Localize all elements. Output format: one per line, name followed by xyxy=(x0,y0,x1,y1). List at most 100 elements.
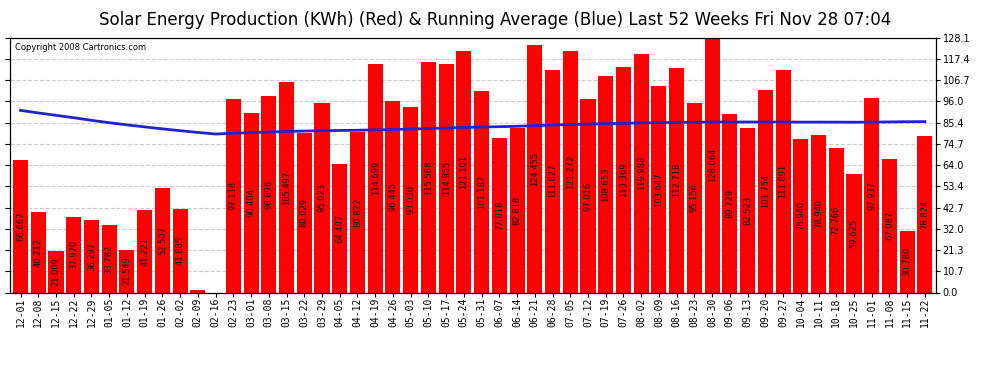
Text: 115.568: 115.568 xyxy=(424,160,433,195)
Bar xyxy=(244,112,258,292)
Bar xyxy=(882,159,897,292)
Text: 96.445: 96.445 xyxy=(388,182,397,211)
Bar xyxy=(279,82,294,292)
Bar xyxy=(580,99,596,292)
Bar xyxy=(687,103,702,292)
Text: 111.891: 111.891 xyxy=(778,164,788,198)
Text: 114.699: 114.699 xyxy=(370,161,380,195)
Text: 103.647: 103.647 xyxy=(654,172,663,207)
Bar xyxy=(528,45,543,292)
Text: 52.507: 52.507 xyxy=(157,226,167,255)
Text: 78.824: 78.824 xyxy=(921,200,930,229)
Bar xyxy=(367,64,383,292)
Text: 41.885: 41.885 xyxy=(175,236,184,266)
Bar xyxy=(31,213,46,292)
Text: 21.009: 21.009 xyxy=(51,257,60,286)
Bar xyxy=(297,133,312,292)
Bar xyxy=(261,96,276,292)
Bar xyxy=(544,70,560,292)
Bar xyxy=(84,220,99,292)
Bar xyxy=(846,174,861,292)
Text: 128.064: 128.064 xyxy=(708,148,717,182)
Bar xyxy=(829,148,843,292)
Bar xyxy=(598,76,613,292)
Text: 101.754: 101.754 xyxy=(761,174,770,208)
Text: 66.667: 66.667 xyxy=(16,211,25,241)
Text: 119.988: 119.988 xyxy=(637,156,645,190)
Text: 112.718: 112.718 xyxy=(672,163,681,198)
Text: 59.625: 59.625 xyxy=(849,219,858,248)
Text: Solar Energy Production (KWh) (Red) & Running Average (Blue) Last 52 Weeks Fri N: Solar Energy Production (KWh) (Red) & Ru… xyxy=(99,11,891,29)
Text: 33.782: 33.782 xyxy=(105,244,114,274)
Text: 95.023: 95.023 xyxy=(318,183,327,212)
Text: 90.404: 90.404 xyxy=(247,188,255,217)
Text: 108.653: 108.653 xyxy=(601,167,610,202)
Bar xyxy=(669,68,684,292)
Text: 93.030: 93.030 xyxy=(406,185,415,214)
Bar xyxy=(562,51,578,292)
Bar xyxy=(172,209,188,292)
Text: 41.221: 41.221 xyxy=(141,237,149,266)
Bar xyxy=(66,217,81,292)
Text: 30.780: 30.780 xyxy=(903,247,912,276)
Text: 78.940: 78.940 xyxy=(814,200,823,228)
Text: 95.156: 95.156 xyxy=(690,183,699,212)
Text: 21.549: 21.549 xyxy=(123,256,132,285)
Bar xyxy=(456,51,471,292)
Bar xyxy=(864,98,879,292)
Text: 82.818: 82.818 xyxy=(513,195,522,225)
Bar xyxy=(793,140,808,292)
Text: 82.523: 82.523 xyxy=(743,196,752,225)
Bar xyxy=(757,90,773,292)
Bar xyxy=(616,67,631,292)
Bar xyxy=(120,250,135,292)
Bar xyxy=(138,210,152,292)
Text: 111.827: 111.827 xyxy=(548,164,557,198)
Bar xyxy=(651,86,666,292)
Bar xyxy=(13,160,28,292)
Text: 80.029: 80.029 xyxy=(300,198,309,227)
Bar xyxy=(102,225,117,292)
Bar xyxy=(775,70,791,292)
Bar xyxy=(705,38,720,292)
Bar xyxy=(49,251,63,292)
Bar xyxy=(333,164,347,292)
Text: 72.766: 72.766 xyxy=(832,206,841,235)
Bar xyxy=(900,231,915,292)
Bar xyxy=(918,136,933,292)
Bar xyxy=(154,188,170,292)
Text: 36.297: 36.297 xyxy=(87,242,96,271)
Text: 37.970: 37.970 xyxy=(69,240,78,269)
Text: 40.212: 40.212 xyxy=(34,238,43,267)
Bar xyxy=(741,128,755,292)
Text: 121.272: 121.272 xyxy=(565,154,575,189)
Bar xyxy=(190,290,205,292)
Text: 89.729: 89.729 xyxy=(726,189,735,218)
Bar xyxy=(634,54,648,292)
Bar xyxy=(349,132,365,292)
Text: 77.818: 77.818 xyxy=(495,200,504,230)
Text: 98.896: 98.896 xyxy=(264,180,273,209)
Bar xyxy=(474,91,489,292)
Text: 113.369: 113.369 xyxy=(619,162,628,197)
Text: 105.497: 105.497 xyxy=(282,170,291,205)
Text: 121.101: 121.101 xyxy=(459,155,468,189)
Bar xyxy=(510,128,525,292)
Text: 97.937: 97.937 xyxy=(867,180,876,210)
Text: 101.187: 101.187 xyxy=(477,175,486,209)
Text: 97.118: 97.118 xyxy=(229,181,238,210)
Bar xyxy=(723,114,738,292)
Text: 124.455: 124.455 xyxy=(531,152,540,186)
Bar xyxy=(811,135,826,292)
Bar xyxy=(439,64,453,292)
Text: 76.940: 76.940 xyxy=(796,201,805,231)
Bar xyxy=(421,63,436,292)
Text: 114.955: 114.955 xyxy=(442,161,450,195)
Text: Copyright 2008 Cartronics.com: Copyright 2008 Cartronics.com xyxy=(15,43,146,52)
Text: 64.487: 64.487 xyxy=(336,214,345,243)
Text: 80.822: 80.822 xyxy=(353,198,362,226)
Bar xyxy=(226,99,241,292)
Bar xyxy=(492,138,507,292)
Text: 97.016: 97.016 xyxy=(583,182,592,210)
Bar xyxy=(403,107,418,292)
